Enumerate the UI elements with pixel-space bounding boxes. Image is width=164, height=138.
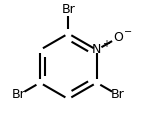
Text: +: + xyxy=(102,39,110,50)
Text: Br: Br xyxy=(62,2,75,15)
Text: O: O xyxy=(113,31,123,44)
Text: Br: Br xyxy=(12,88,26,101)
Text: Br: Br xyxy=(111,88,125,101)
Text: −: − xyxy=(124,27,132,37)
Text: N: N xyxy=(92,43,101,56)
